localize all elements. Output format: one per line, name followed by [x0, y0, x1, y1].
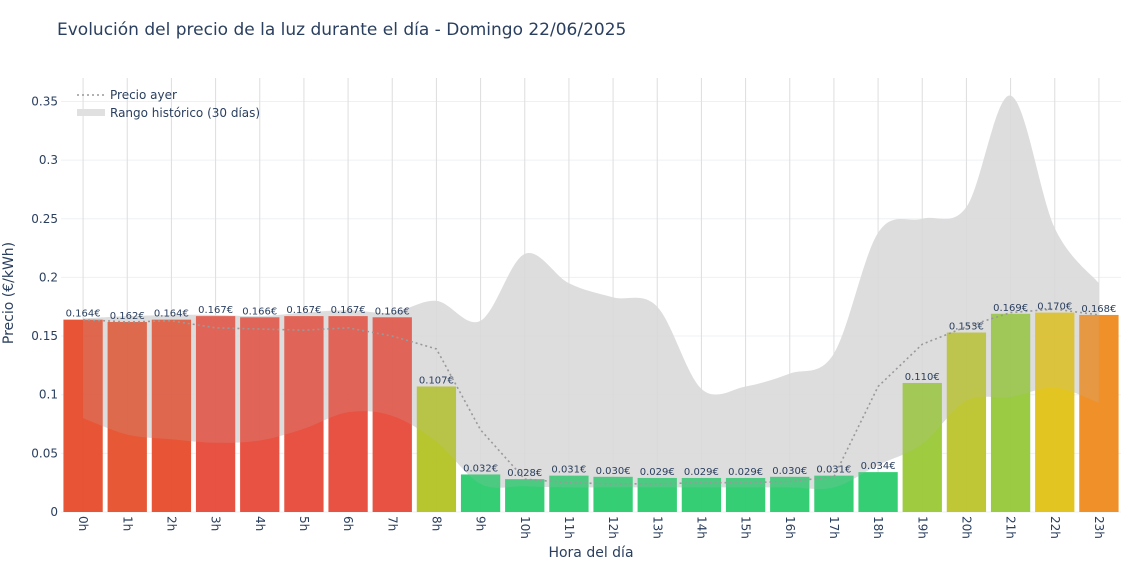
bar-12h	[593, 476, 633, 512]
bar-8h	[416, 386, 457, 512]
bar-value-label: 0.031€	[551, 465, 586, 476]
x-tick-label: 3h	[209, 516, 223, 531]
y-tick-label: 0.15	[31, 329, 58, 343]
bar-value-label: 0.029€	[640, 467, 675, 478]
bar-value-label: 0.166€	[242, 306, 277, 317]
y-tick-label: 0.25	[31, 212, 58, 226]
bar-2h	[151, 319, 192, 512]
bar-18h	[858, 472, 898, 512]
x-tick-label: 18h	[871, 516, 885, 539]
bar-labels-layer: 0.164€ 0.162€ 0.164€ 0.167€ 0.166€ 0.167€ 0.16…	[66, 302, 1117, 480]
x-tick-label: 2h	[164, 516, 178, 531]
bar-value-label: 0.030€	[596, 466, 631, 477]
x-tick-label: 1h	[120, 516, 134, 531]
bar-value-label: 0.029€	[684, 467, 719, 478]
bar-4h	[240, 317, 280, 512]
x-tick-label: 17h	[827, 516, 841, 539]
bar-7h	[372, 317, 412, 512]
x-tick-label: 22h	[1048, 516, 1062, 539]
bar-value-label: 0.166€	[375, 306, 410, 317]
bar-10h	[505, 479, 545, 512]
bar-14h	[681, 477, 722, 512]
legend-swatch-range	[77, 109, 105, 116]
bar-value-label: 0.162€	[110, 311, 145, 322]
bar-value-label: 0.167€	[331, 305, 366, 316]
bar-15h	[725, 477, 766, 512]
bar-6h	[328, 316, 368, 512]
bar-value-label: 0.107€	[419, 375, 454, 386]
y-tick-label: 0	[50, 505, 58, 519]
x-tick-label: 9h	[474, 516, 488, 531]
bar-value-label: 0.164€	[66, 309, 101, 320]
x-tick-label: 13h	[650, 516, 664, 539]
bar-value-label: 0.169€	[993, 303, 1028, 314]
bar-19h	[902, 382, 942, 512]
bar-0h	[63, 319, 103, 512]
y-tick-label: 0.3	[39, 153, 58, 167]
bar-9h	[460, 474, 501, 512]
y-axis-title: Precio (€/kWh)	[1, 242, 17, 344]
x-tick-label: 8h	[429, 516, 443, 531]
x-tick-label: 0h	[76, 516, 90, 531]
bar-value-label: 0.029€	[728, 467, 763, 478]
bar-value-label: 0.168€	[1081, 304, 1116, 315]
bar-23h	[1079, 314, 1119, 512]
bar-value-label: 0.153€	[949, 322, 984, 333]
legend-label-yesterday: Precio ayer	[110, 88, 177, 102]
yesterday-price-line	[83, 308, 1100, 485]
x-tick-label: 10h	[518, 516, 532, 539]
x-tick-label: 14h	[694, 516, 708, 539]
x-tick-label: 12h	[606, 516, 620, 539]
chart-title: Evolución del precio de la luz durante e…	[57, 20, 627, 40]
x-tick-label: 7h	[385, 516, 399, 531]
legend-label-range: Rango histórico (30 días)	[110, 106, 260, 120]
x-tick-label: 5h	[297, 516, 311, 531]
bar-value-label: 0.034€	[861, 461, 896, 472]
bar-value-label: 0.028€	[507, 468, 542, 479]
bar-21h	[990, 313, 1031, 512]
x-tick-label: 11h	[562, 516, 576, 539]
x-tick-label: 23h	[1092, 516, 1106, 539]
x-tick-label: 20h	[959, 516, 973, 539]
bar-value-label: 0.167€	[198, 305, 233, 316]
yesterday-price-polyline	[83, 308, 1100, 485]
y-tick-label: 0.2	[39, 270, 58, 284]
x-axis-title: Hora del día	[548, 545, 633, 561]
bar-value-label: 0.164€	[154, 309, 189, 320]
historical-range-overlay	[83, 95, 1099, 490]
bar-16h	[770, 476, 810, 512]
legend: Precio ayer Rango histórico (30 días)	[77, 88, 260, 120]
bar-20h	[946, 332, 987, 512]
bar-5h	[284, 316, 324, 512]
x-tick-label: 19h	[915, 516, 929, 539]
bar-value-label: 0.031€	[816, 465, 851, 476]
bar-value-label: 0.170€	[1037, 302, 1072, 313]
bar-1h	[107, 321, 147, 512]
y-tick-label: 0.05	[31, 446, 58, 460]
x-tick-label: 4h	[253, 516, 267, 531]
x-tick-label: 15h	[739, 516, 753, 539]
axes-layer: 0 0.05 0.1 0.15 0.2 0.25 0.3 0.35 0h 1h 2h 3h 4h 5h 6h…	[31, 94, 1106, 538]
y-tick-label: 0.1	[39, 388, 58, 402]
x-tick-label: 16h	[783, 516, 797, 539]
bar-value-label: 0.032€	[463, 463, 498, 474]
bar-value-label: 0.030€	[772, 466, 807, 477]
bars-layer	[63, 95, 1119, 512]
bar-17h	[814, 475, 854, 512]
bar-value-label: 0.167€	[286, 305, 321, 316]
x-tick-label: 6h	[341, 516, 355, 531]
bar-22h	[1035, 312, 1075, 512]
bar-3h	[195, 316, 236, 512]
bar-value-label: 0.110€	[905, 372, 940, 383]
y-tick-label: 0.35	[31, 94, 58, 108]
x-tick-label: 21h	[1004, 516, 1018, 539]
